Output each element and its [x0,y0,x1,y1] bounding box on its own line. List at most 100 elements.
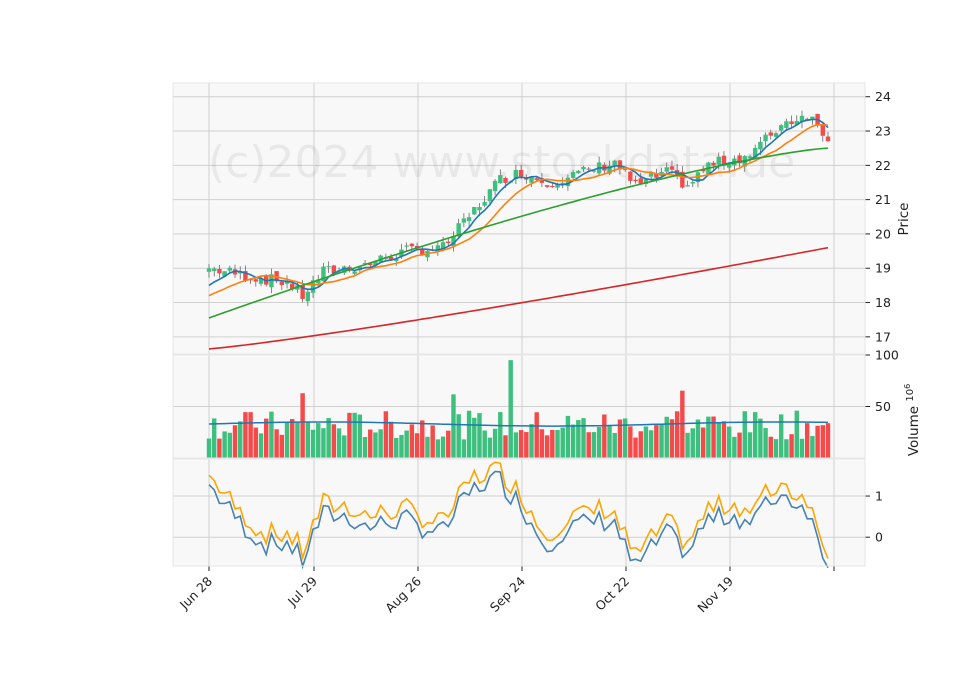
volume-bar [726,426,732,458]
candle-body [420,249,425,256]
volume-bar [685,432,690,458]
volume-bar [513,432,519,458]
volume-bar [778,414,784,458]
volume-bar [368,429,373,458]
axes [172,82,870,571]
volume-bar [674,411,680,458]
candle-body [451,236,456,246]
volume-bar [638,431,643,458]
volume-bar [290,419,295,458]
volume-bar [612,432,617,458]
volume-bar [269,411,274,458]
volume-bar [815,425,820,458]
volume-bar [664,416,669,458]
volume-bar [617,419,623,458]
candle-body [440,242,446,249]
volume-bar [492,428,498,458]
candle-body [290,283,295,290]
volume-bar [248,412,253,458]
candle-body [758,141,763,150]
candle-body [825,136,831,142]
volume-bar [316,423,321,458]
x-tick-label: Nov 19 [694,573,736,615]
price-tick-label: 21 [875,192,891,207]
candle-body [498,175,503,184]
volume-bar [758,418,763,458]
candle-body [466,217,472,222]
volume-bar [461,439,467,458]
volume-bar [440,436,446,458]
candle-body [794,120,799,125]
grid-lines [173,83,865,566]
candle-body [716,156,721,165]
x-tick-label: Jul 29 [284,573,320,609]
volume-bar [378,429,383,458]
candle-body [648,173,654,177]
volume-bar [643,426,649,458]
volume-bar [466,410,472,458]
volume-bar [446,430,451,458]
volume-bar [300,393,305,458]
volume-bar [508,360,513,458]
volume-bar [789,434,794,458]
sma-long-line [208,147,829,319]
volume-bar [472,417,477,458]
x-tick-label: Aug 26 [382,573,424,615]
candle-body [726,164,732,168]
candle-body [711,162,716,166]
volume-bar [763,428,768,458]
candle-body [435,245,441,252]
oscillator-tick-label: 1 [875,489,883,504]
volume-bar [264,418,269,458]
candle-body [576,170,581,174]
candle-body [404,245,409,247]
volume-bar [373,432,378,458]
volume-tick-label: 100 [875,348,899,363]
candle-body [217,268,222,274]
oscillator-panel-frame [172,458,866,567]
volume-bar [253,427,259,458]
candle-body [680,171,685,188]
candle-body [773,133,779,137]
volume-bar [669,419,675,458]
volume-bar [654,425,659,458]
volume-bar [550,429,555,458]
candle-body [638,178,643,184]
volume-bar [529,424,534,458]
candle-body [310,280,316,293]
candle-body [747,156,753,159]
candle-body [456,223,461,237]
volume-bar [321,428,326,458]
price-panel-frame [172,82,866,355]
candle-body [799,115,805,123]
candle-body [409,243,415,247]
volume-bar [258,433,264,458]
candle-body [784,121,789,129]
candle-body [810,116,815,120]
volume-bar [336,428,342,458]
candle-body [544,185,550,187]
volume-bar [555,429,560,458]
candle-body [820,125,825,136]
candle-body [690,182,695,184]
candle-body [778,125,784,131]
volume-bar [586,432,591,458]
volume-bar [810,436,815,458]
volume-bar [591,432,597,458]
volume-bar [596,427,602,458]
candle-body [513,169,519,180]
volume-bar [243,412,248,458]
volume-bar [518,430,524,458]
volume-bar [232,425,238,458]
candle-body [643,179,649,184]
volume-bar [487,437,493,458]
candle-body [368,263,373,266]
candle-body [789,121,794,125]
candle-body [763,134,768,142]
candle-body [555,184,560,188]
oscillator-tick-label: 0 [875,530,883,545]
sma-200-line [208,246,829,350]
volume-bar [394,437,399,458]
candle-body [607,165,612,174]
